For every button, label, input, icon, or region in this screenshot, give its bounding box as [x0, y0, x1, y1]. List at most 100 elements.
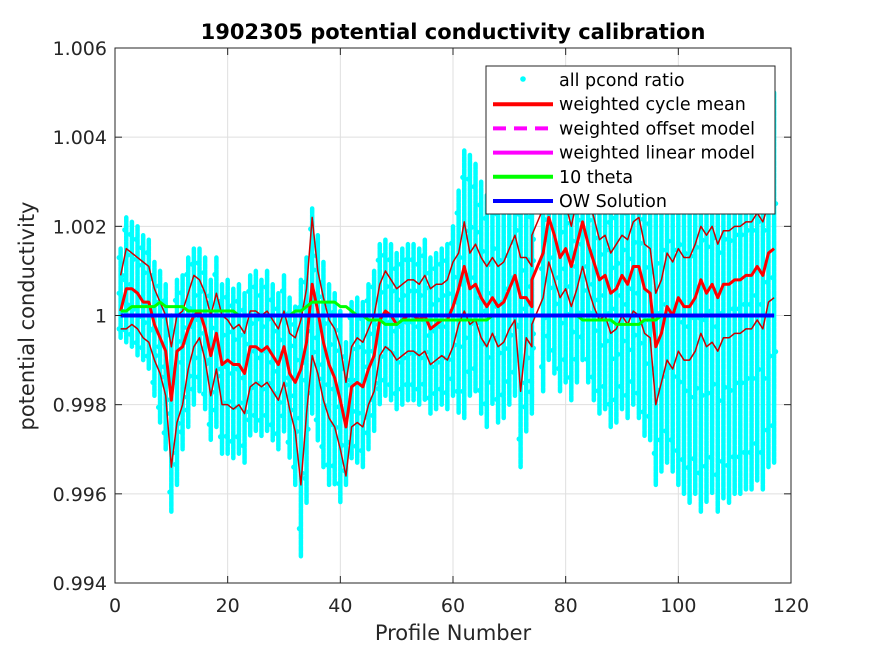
pcond-ratio-point: [184, 407, 190, 413]
pcond-ratio-point: [386, 257, 393, 263]
pcond-ratio-point: [516, 436, 522, 442]
pcond-ratio-point: [632, 239, 638, 245]
pcond-ratio-point: [398, 386, 404, 392]
pcond-ratio-point: [457, 254, 463, 261]
pcond-ratio-point: [480, 248, 486, 254]
pcond-ratio-point: [640, 216, 646, 222]
pcond-ratio-point: [685, 324, 691, 330]
pcond-ratio-point: [426, 395, 432, 401]
pcond-ratio-point: [460, 388, 466, 394]
pcond-ratio-point: [116, 254, 122, 261]
pcond-ratio-point: [401, 292, 407, 299]
pcond-ratio-point: [260, 324, 266, 330]
pcond-ratio-point: [437, 324, 443, 330]
pcond-ratio-point: [688, 394, 694, 400]
pcond-ratio-point: [744, 227, 751, 233]
pcond-ratio-point: [144, 250, 150, 256]
legend-box: [485, 65, 776, 215]
pcond-ratio-point: [403, 257, 410, 263]
pcond-ratio-point: [429, 301, 435, 307]
pcond-ratio-point: [592, 235, 598, 241]
pcond-ratio-point: [558, 320, 565, 326]
x-tick-label: 100: [660, 595, 696, 617]
pcond-ratio-point: [460, 174, 466, 180]
pcond-ratio-point: [305, 426, 311, 432]
pcond-ratio-point: [311, 267, 317, 273]
pcond-ratio-point: [367, 331, 373, 337]
pcond-ratio-point: [251, 284, 257, 290]
pcond-ratio-point: [266, 316, 272, 322]
pcond-ratio-point: [142, 320, 148, 326]
pcond-ratio-point: [291, 464, 297, 470]
pcond-ratio-point: [547, 285, 553, 291]
y-tick-label: 0.994: [53, 573, 107, 595]
legend-marker: [520, 76, 526, 82]
pcond-ratio-point: [716, 398, 722, 404]
pcond-ratio-point: [451, 274, 458, 280]
pcond-ratio-point: [513, 227, 520, 233]
pcond-ratio-point: [178, 290, 184, 296]
pcond-ratio-point: [249, 320, 255, 327]
pcond-ratio-point: [192, 292, 198, 299]
pcond-ratio-point: [384, 283, 390, 290]
pcond-ratio-point: [609, 356, 615, 362]
pcond-ratio-point: [251, 348, 257, 354]
pcond-ratio-point: [510, 369, 517, 375]
pcond-ratio-point: [617, 383, 624, 389]
pcond-ratio-point: [682, 250, 689, 257]
pcond-ratio-point: [223, 364, 229, 370]
pcond-ratio-point: [595, 297, 601, 303]
pcond-ratio-point: [525, 355, 531, 361]
pcond-ratio-point: [223, 433, 229, 439]
pcond-ratio-point: [122, 227, 128, 233]
pcond-ratio-point: [370, 284, 376, 290]
pcond-ratio-point: [555, 365, 562, 372]
pcond-ratio-point: [229, 370, 235, 377]
pcond-ratio-point: [637, 240, 644, 246]
pcond-ratio-point: [223, 294, 229, 300]
pcond-ratio-point: [381, 252, 387, 258]
pcond-ratio-point: [716, 250, 722, 256]
pcond-ratio-point: [505, 378, 511, 385]
pcond-ratio-point: [564, 220, 570, 226]
pcond-ratio-point: [550, 347, 556, 353]
pcond-ratio-point: [454, 210, 460, 216]
pcond-ratio-point: [127, 281, 133, 287]
pcond-ratio-point: [750, 227, 756, 233]
pcond-ratio-point: [660, 247, 666, 253]
pcond-ratio-point: [499, 392, 505, 398]
pcond-ratio-point: [522, 404, 528, 410]
pcond-ratio-point: [587, 217, 593, 223]
pcond-ratio-point: [465, 369, 471, 375]
pcond-ratio-point: [296, 304, 302, 311]
pcond-ratio-point: [172, 461, 179, 468]
pcond-ratio-point: [155, 344, 162, 350]
pcond-ratio-point: [615, 260, 621, 266]
y-tick-label: 0.998: [53, 395, 107, 417]
pcond-ratio-point: [477, 387, 483, 393]
pcond-ratio-point: [217, 366, 224, 372]
pcond-ratio-point: [665, 365, 672, 371]
pcond-ratio-point: [274, 431, 280, 437]
pcond-ratio-point: [685, 464, 691, 471]
pcond-ratio-point: [356, 344, 362, 350]
pcond-ratio-point: [584, 356, 590, 362]
pcond-ratio-point: [313, 335, 319, 341]
pcond-ratio-point: [679, 456, 686, 463]
pcond-ratio-point: [527, 378, 533, 384]
pcond-ratio-point: [268, 297, 274, 303]
pcond-ratio-point: [584, 263, 590, 270]
pcond-ratio-point: [122, 277, 128, 283]
pcond-ratio-point: [730, 306, 736, 312]
pcond-ratio-point: [750, 375, 756, 381]
pcond-ratio-point: [474, 229, 480, 235]
pcond-ratio-point: [727, 238, 734, 244]
pcond-ratio-point: [403, 382, 410, 388]
pcond-ratio-point: [263, 284, 269, 290]
y-tick-label: 0.996: [53, 484, 107, 506]
pcond-ratio-point: [327, 341, 334, 348]
pcond-ratio-point: [189, 386, 195, 392]
pcond-ratio-point: [406, 288, 413, 294]
y-axis-label: potential conductivity: [15, 202, 39, 431]
pcond-ratio-point: [364, 298, 370, 304]
